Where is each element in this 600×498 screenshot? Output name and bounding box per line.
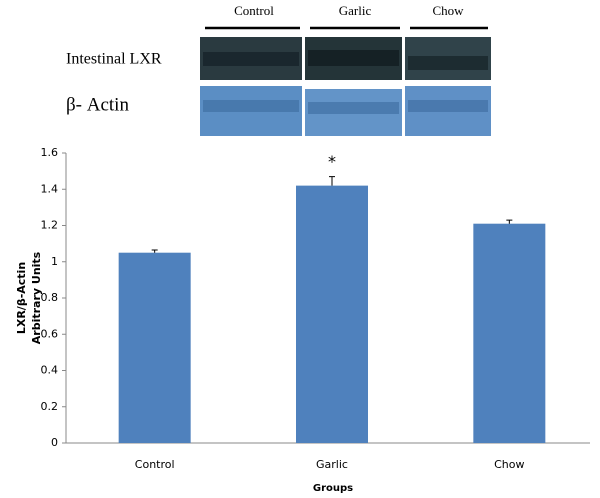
- blot-band: [203, 52, 299, 66]
- bar: [118, 252, 191, 443]
- y-tick-label: 1: [51, 255, 58, 268]
- y-tick-label: 0.6: [41, 327, 59, 340]
- y-axis-label: Arbitrary Units: [30, 251, 43, 344]
- error-bar: [151, 249, 158, 253]
- error-bar: [329, 176, 335, 186]
- x-tick-label: Control: [135, 458, 175, 471]
- bar: [473, 223, 546, 443]
- x-tick-label: Garlic: [316, 458, 348, 471]
- lane-label: Control: [234, 3, 274, 18]
- y-tick-label: 0.8: [41, 291, 59, 304]
- annotation: *: [328, 152, 336, 171]
- blot-band: [408, 56, 488, 70]
- error-bar: [506, 219, 513, 224]
- y-tick-label: 1.2: [41, 219, 59, 232]
- bar: [296, 185, 368, 443]
- y-tick-label: 1.4: [41, 182, 59, 195]
- y-tick-label: 1.6: [41, 146, 59, 159]
- lane-label: Chow: [432, 3, 464, 18]
- y-tick-label: 0.2: [41, 400, 59, 413]
- y-tick-label: 0.4: [41, 364, 59, 377]
- y-tick-label: 0: [51, 436, 58, 449]
- chart: LXR/β-Actin Arbitrary Units Groups: [15, 251, 353, 494]
- x-tick-label: Chow: [494, 458, 524, 471]
- y-axis-label: LXR/β-Actin: [15, 262, 28, 334]
- blot-band: [308, 102, 399, 114]
- row-label: Intestinal LXR: [66, 51, 162, 68]
- western-blot: Control Garlic Chow Intestinal LXR β- Ac…: [66, 3, 491, 136]
- x-axis-label: Groups: [313, 483, 353, 494]
- blot-band: [408, 100, 488, 112]
- blot-band: [203, 100, 299, 112]
- row-label: β- Actin: [66, 94, 129, 115]
- lane-label: Garlic: [339, 3, 372, 18]
- blot-band: [308, 50, 399, 66]
